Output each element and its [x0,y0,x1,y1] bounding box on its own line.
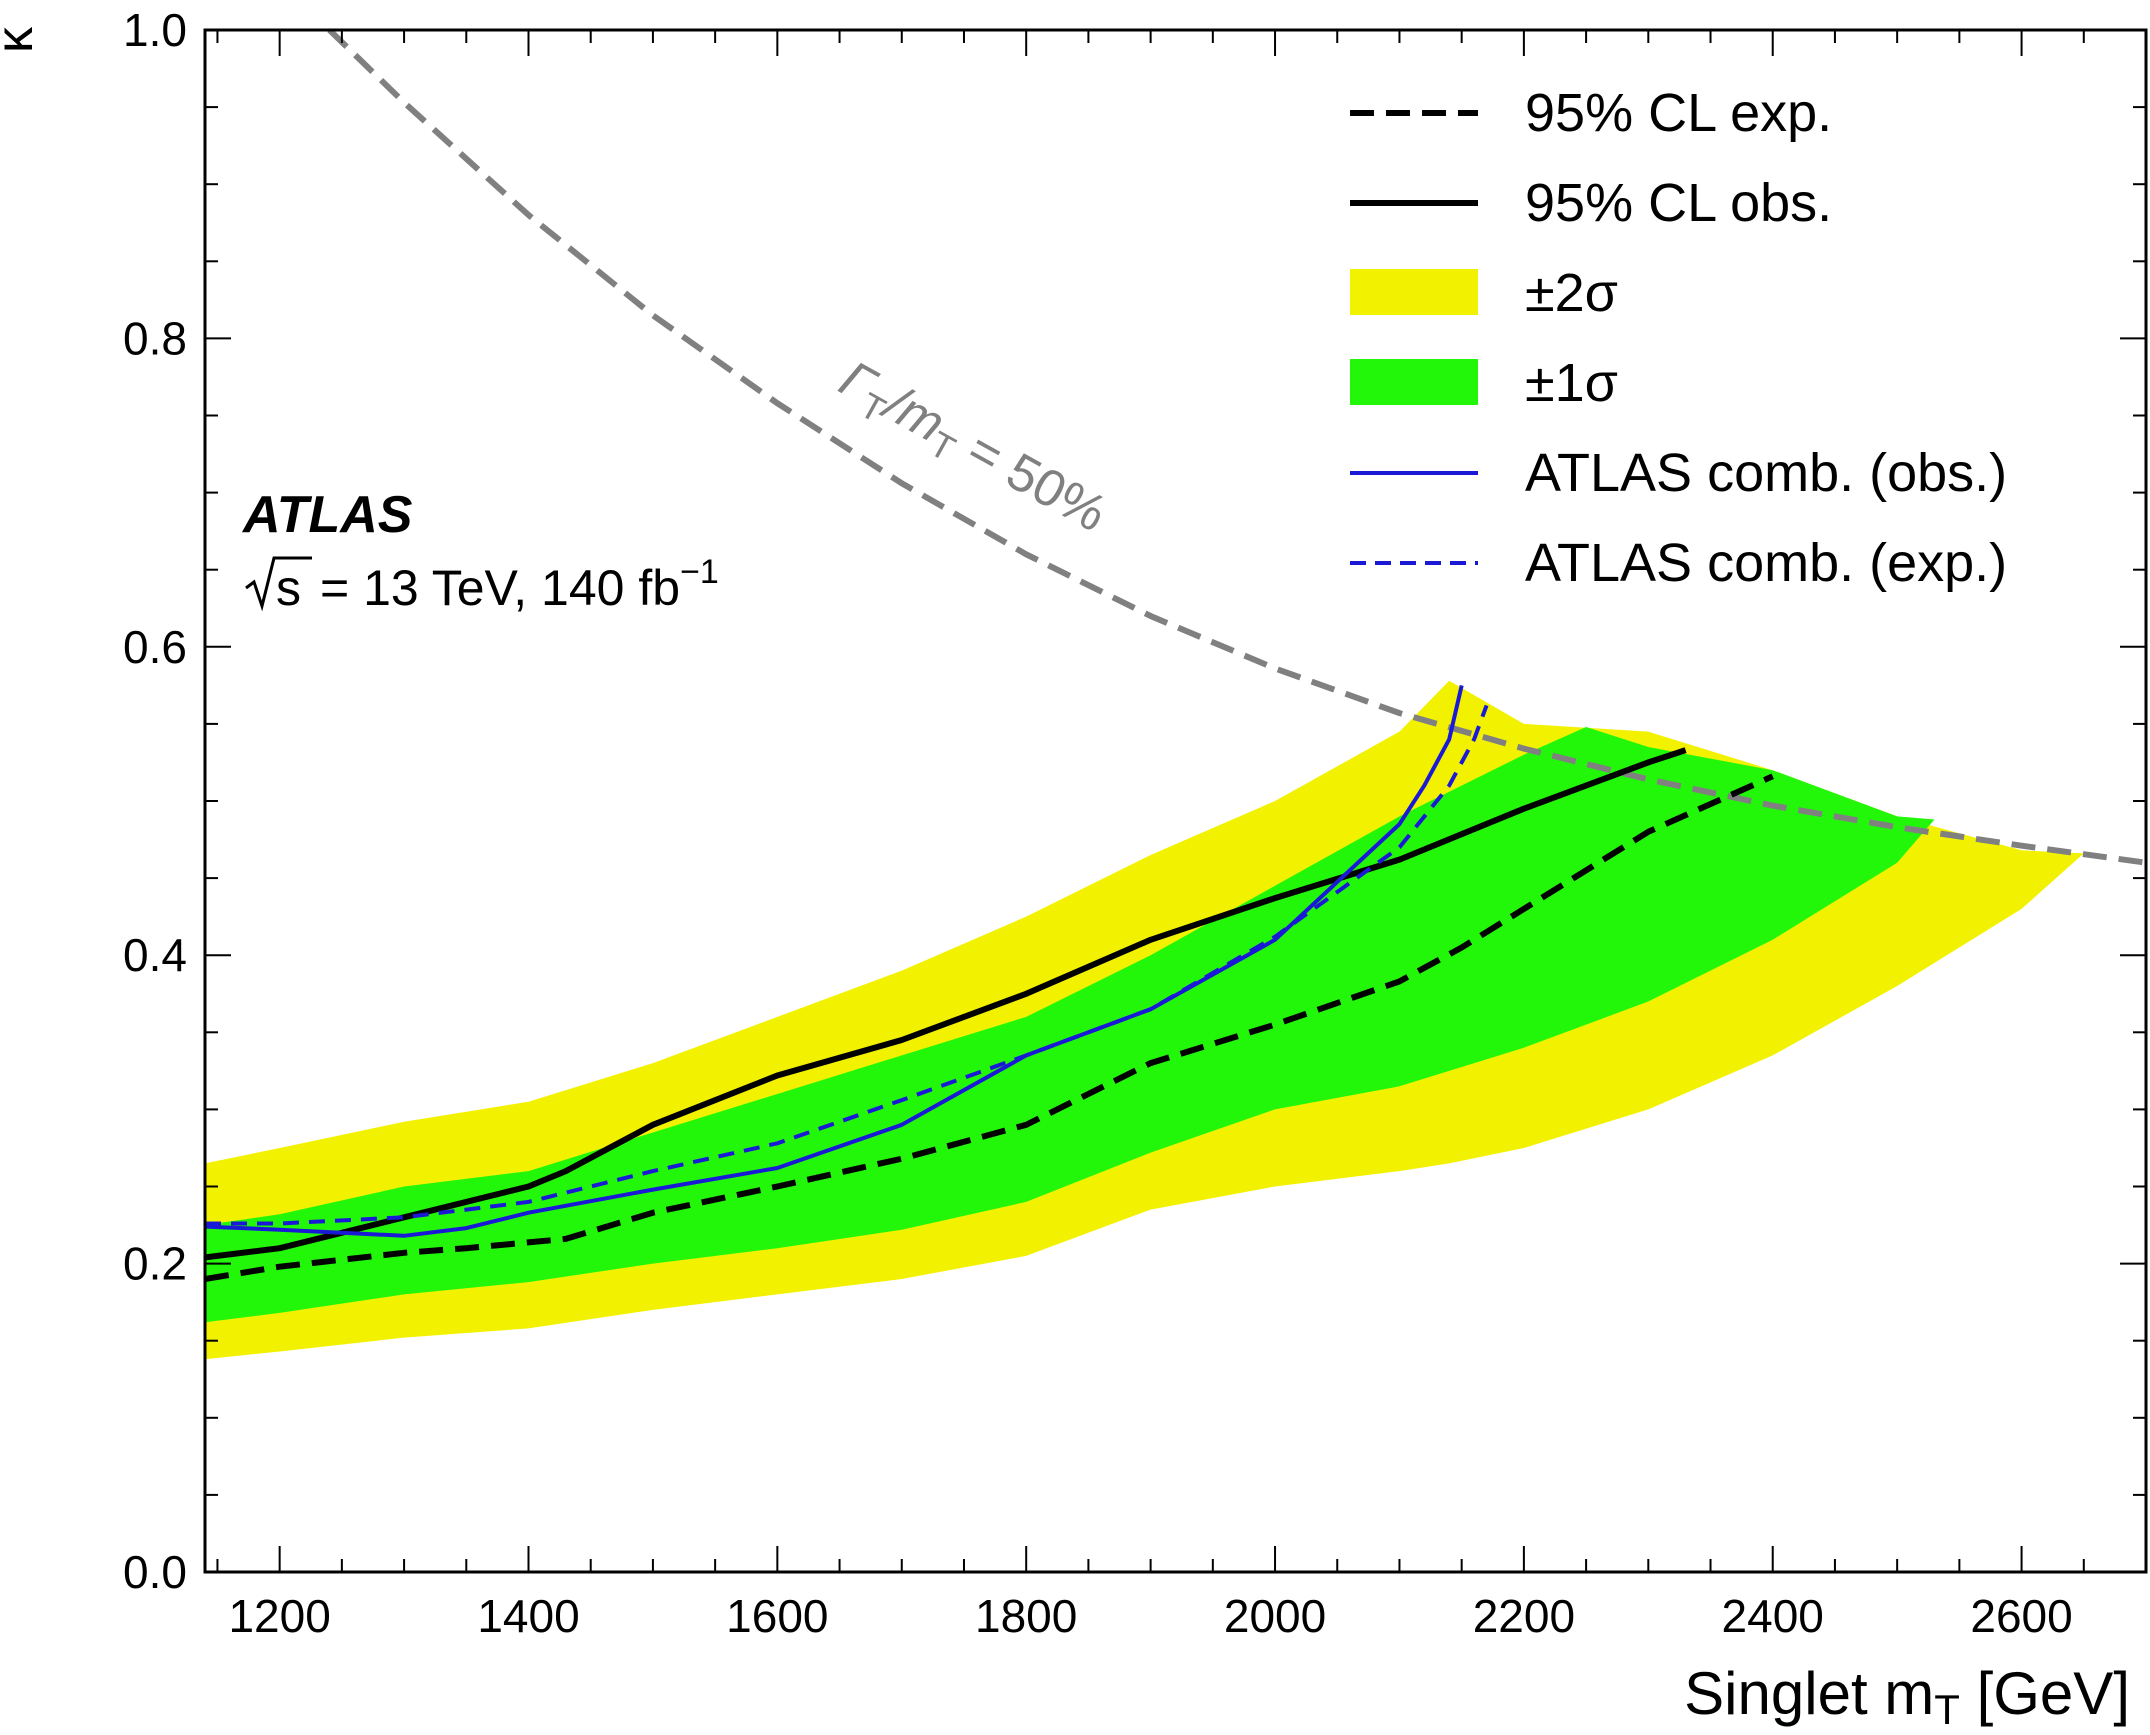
x-tick-label: 1200 [228,1590,330,1642]
y-tick-label: 0.2 [123,1238,187,1290]
legend-item-1: ±1σ [1350,353,1618,413]
x-tick-label: 2400 [1722,1590,1824,1642]
y-tick-label: 1.0 [123,4,187,56]
legend-label: ±2σ [1525,263,1618,323]
sqrt-sign [245,556,312,612]
y-tick-label: 0.6 [123,621,187,673]
comb-observed-line [205,684,1464,1238]
comb-expected-line [205,704,1489,1226]
legend-item-95-cl-exp: 95% CL exp. [1350,83,1832,143]
legend-label: 95% CL obs. [1525,173,1832,233]
legend-item-atlas-comb-obs: ATLAS comb. (obs.) [1350,443,2007,503]
x-tick-label: 2000 [1224,1590,1326,1642]
x-tick-label: 1600 [726,1590,828,1642]
y-tick-label: 0.4 [123,929,187,981]
expected-limit-line [205,773,1774,1282]
x-axis-label-unit: [GeV] [1960,1660,2130,1727]
legend-label: ±1σ [1525,353,1618,413]
legend-label: 95% CL exp. [1525,83,1832,143]
legend-item-2: ±2σ [1350,263,1618,323]
x-tick-label: 2600 [1970,1590,2072,1642]
y-tick-label: 0.8 [123,312,187,364]
width-curve-label: ΓT/mT = 50% [827,350,1116,549]
axis-ticks: 1200 1400 1600 1800 2000 2200 2400 2600 0.0 0.2 0.… [123,4,2147,1642]
legend: 95% CL exp. 95% CL obs. ±2σ ±1σ ATLAS comb. … [1350,83,2007,593]
legend-label: ATLAS comb. (obs.) [1525,443,2007,503]
y-tick-label: 0.0 [123,1546,187,1598]
observed-limit-line [205,747,1687,1261]
lumi-exponent: −1 [680,553,719,591]
experiment-label: ATLAS [241,486,413,544]
x-tick-label: 1400 [477,1590,579,1642]
legend-item-atlas-comb-exp: ATLAS comb. (exp.) [1350,533,2007,593]
energy-lumi-text: = 13 TeV, 140 fb−1 [320,553,719,616]
legend-swatch [1350,269,1478,315]
x-tick-label: 1800 [975,1590,1077,1642]
energy-lumi-label: s = 13 TeV, 140 fb−1 [245,553,719,616]
energy-symbol: s [276,560,301,616]
y-axis-label: κ [0,26,44,53]
x-axis-label-sub: T [1934,1686,1960,1733]
x-axis-label: Singlet mT [GeV] [1684,1660,2130,1733]
uncertainty-bands [205,680,2084,1360]
x-tick-label: 2200 [1473,1590,1575,1642]
band-1sigma [205,727,1935,1323]
width-50-percent-line [327,30,2146,866]
legend-swatch [1350,359,1478,405]
limit-curves [205,30,2146,1282]
legend-item-95-cl-obs: 95% CL obs. [1350,173,1832,233]
legend-label: ATLAS comb. (exp.) [1525,533,2007,593]
